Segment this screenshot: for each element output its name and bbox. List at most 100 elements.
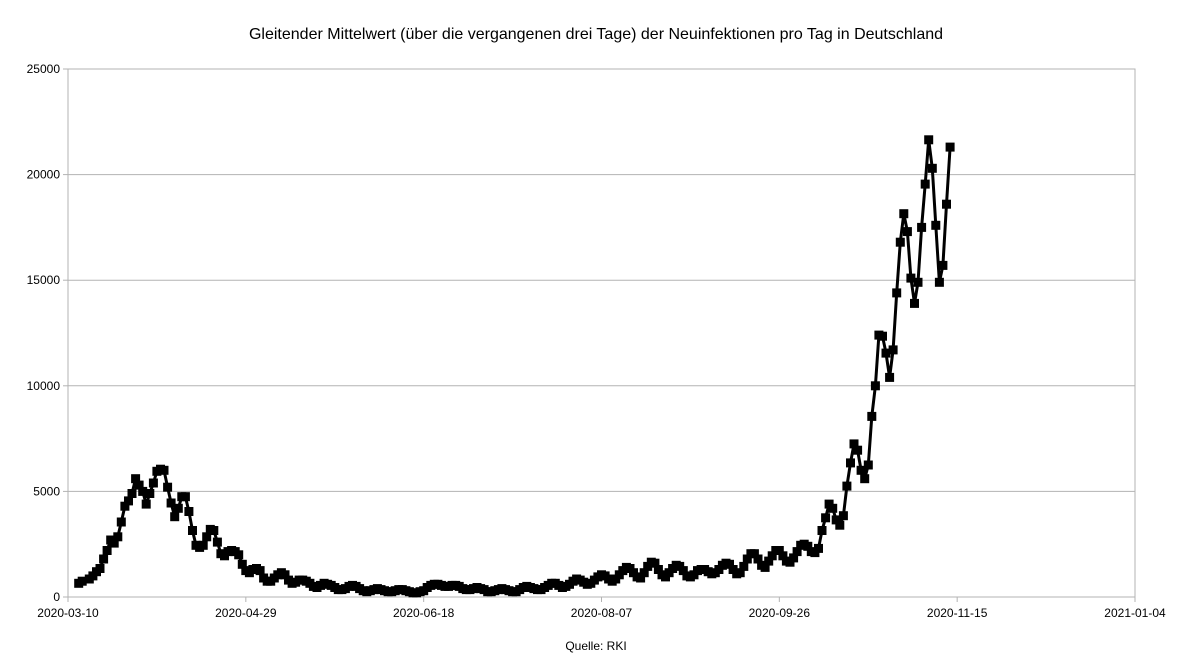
data-point-24 (163, 482, 173, 492)
data-point-236 (917, 222, 927, 232)
data-point-161 (650, 558, 660, 568)
data-point-238 (924, 135, 934, 145)
data-point-194 (767, 551, 777, 561)
data-point-12 (120, 501, 130, 511)
data-point-1 (77, 576, 87, 586)
data-point-221 (863, 460, 873, 470)
x-tick-label-4: 2020-09-26 (749, 606, 811, 620)
x-tick-label-3: 2020-08-07 (571, 606, 633, 620)
y-tick-label-3: 15000 (27, 273, 61, 287)
data-point-207 (814, 543, 823, 553)
axes (67, 68, 1136, 598)
data-point-157 (636, 573, 646, 583)
x-tick-label-0: 2020-03-10 (37, 606, 99, 620)
data-point-242 (938, 260, 948, 270)
data-point-44 (234, 550, 244, 560)
data-point-17 (138, 486, 148, 496)
data-point-243 (942, 199, 951, 209)
data-point-192 (760, 562, 770, 572)
data-point-232 (902, 227, 912, 237)
data-point-13 (124, 496, 133, 506)
data-point-35 (202, 532, 212, 542)
data-point-34 (198, 540, 208, 550)
data-point-212 (831, 515, 841, 525)
data-point-220 (860, 474, 870, 484)
data-point-244 (945, 142, 955, 152)
data-point-14 (127, 489, 137, 498)
data-point-19 (145, 489, 155, 498)
data-point-240 (931, 220, 941, 230)
chart-source: Quelle: RKI (565, 639, 626, 653)
y-tick-label-1: 5000 (33, 484, 60, 498)
data-point-196 (774, 546, 784, 555)
data-point-7 (102, 546, 112, 555)
data-point-201 (792, 547, 802, 557)
x-tick-label-1: 2020-04-29 (215, 606, 277, 620)
data-point-31 (188, 526, 197, 535)
data-point-50 (255, 566, 265, 576)
data-point-215 (842, 481, 852, 491)
data-point-211 (828, 503, 838, 513)
data-point-204 (803, 541, 813, 551)
data-point-237 (920, 179, 930, 189)
data-point-186 (739, 561, 749, 571)
data-point-213 (835, 520, 845, 530)
data-point-182 (725, 559, 734, 569)
data-point-185 (735, 568, 745, 578)
data-point-218 (853, 445, 863, 455)
data-point-30 (184, 507, 194, 516)
data-point-5 (95, 564, 105, 573)
data-point-239 (927, 163, 937, 173)
data-point-228 (888, 345, 898, 355)
data-point-29 (180, 492, 190, 502)
data-point-37 (209, 526, 219, 535)
data-point-187 (742, 554, 752, 564)
data-point-45 (237, 559, 247, 569)
grid-lines (68, 68, 1135, 598)
x-tick-label-6: 2021-01-04 (1104, 606, 1166, 620)
data-point-225 (878, 331, 887, 341)
data-point-169 (678, 566, 688, 576)
data-point-209 (821, 513, 831, 523)
data-point-27 (173, 503, 183, 513)
data-point-214 (838, 511, 848, 521)
series-line-0 (77, 138, 952, 595)
data-point-234 (910, 298, 919, 308)
x-tick-label-5: 2020-11-15 (927, 606, 988, 620)
x-axis-ticks: 2020-03-10 2020-04-29 2020-06-18 2020-08-07… (37, 597, 1166, 620)
x-tick-label-2: 2020-06-18 (393, 606, 455, 620)
data-point-241 (934, 277, 944, 287)
data-point-26 (170, 512, 180, 522)
data-point-235 (913, 277, 923, 287)
data-point-57 (280, 570, 290, 580)
series-new-infections (74, 135, 955, 598)
y-tick-label-2: 10000 (27, 379, 61, 393)
data-point-16 (134, 480, 144, 490)
data-point-193 (764, 556, 774, 566)
data-point-217 (849, 439, 859, 449)
data-point-23 (159, 465, 169, 475)
chart-title: Gleitender Mittelwert (über die vergange… (249, 26, 943, 43)
data-point-222 (867, 411, 877, 421)
data-point-229 (892, 288, 902, 298)
data-point-20 (148, 478, 158, 488)
data-point-11 (116, 517, 126, 527)
y-axis-ticks: 0 5000 10000 15000 20000 25000 (27, 62, 68, 604)
data-point-10 (113, 532, 123, 542)
data-point-162 (653, 565, 663, 574)
data-point-230 (895, 237, 905, 247)
data-point-38 (212, 537, 222, 547)
y-tick-label-4: 20000 (27, 168, 61, 182)
data-point-6 (99, 554, 109, 564)
data-point-189 (749, 549, 759, 559)
data-point-25 (166, 498, 176, 508)
data-point-18 (141, 499, 151, 509)
data-point-200 (789, 553, 799, 563)
data-point-9 (109, 538, 119, 548)
data-point-231 (899, 209, 909, 219)
y-tick-label-0: 0 (53, 590, 60, 604)
plot-area-frame (67, 68, 1136, 598)
data-point-216 (846, 458, 855, 468)
data-point-208 (817, 526, 827, 535)
